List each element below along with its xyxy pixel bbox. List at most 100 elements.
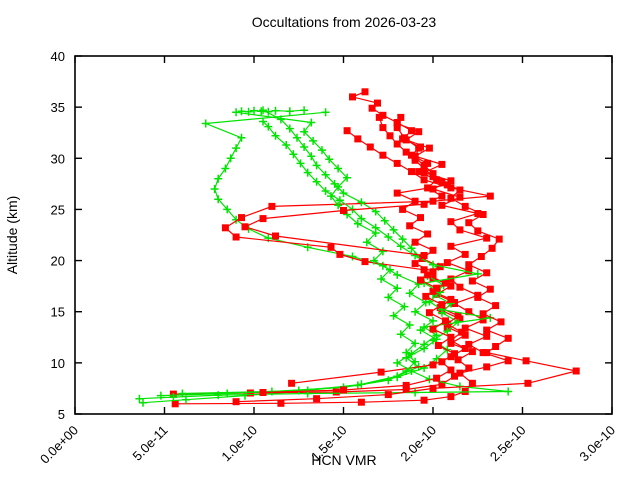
data-point-square (504, 334, 512, 342)
data-point-plus (309, 136, 318, 145)
data-point-square (479, 211, 487, 218)
data-point-square (483, 234, 491, 242)
data-point-square (461, 324, 469, 332)
data-point-square (288, 379, 296, 387)
data-point-square (361, 258, 369, 266)
data-point-square (451, 372, 458, 380)
data-point-square (483, 269, 491, 277)
data-point-square (259, 389, 267, 396)
data-point-square (504, 357, 512, 365)
data-point-square (411, 238, 419, 246)
data-point-plus (214, 195, 223, 204)
data-point-plus (473, 269, 482, 278)
data-point-plus (318, 146, 326, 155)
data-point-square (417, 276, 424, 284)
data-point-plus (396, 330, 405, 339)
data-point-square (497, 318, 505, 326)
y-tick-label: 25 (51, 202, 65, 217)
data-point-square (268, 202, 276, 210)
data-point-plus (429, 260, 437, 269)
data-point-square (399, 135, 407, 143)
data-point-square (465, 261, 473, 269)
data-point-plus (135, 394, 144, 403)
data-point-plus (402, 348, 411, 357)
data-point-plus (411, 339, 420, 348)
data-point-plus (420, 323, 429, 332)
data-point-square (434, 342, 442, 349)
data-point-square (492, 302, 500, 310)
data-point-plus (232, 144, 241, 153)
data-point-square (386, 132, 394, 140)
data-point-square (340, 207, 347, 214)
data-point-plus (369, 256, 378, 265)
data-point-square (438, 178, 446, 186)
data-point-plus (312, 177, 321, 186)
data-point-plus (411, 251, 420, 260)
data-point-square (461, 331, 469, 339)
data-point-square (438, 201, 446, 209)
data-point-square (402, 381, 410, 389)
data-point-plus (285, 124, 294, 133)
data-point-plus (221, 164, 230, 173)
data-point-plus (296, 159, 305, 168)
data-point-square (425, 309, 433, 317)
data-point-plus (384, 376, 393, 385)
data-point-plus (357, 198, 366, 207)
data-point-square (393, 189, 401, 197)
data-point-square (483, 363, 491, 371)
data-point-plus (396, 242, 405, 251)
data-point-plus (267, 387, 276, 396)
data-point-plus (348, 252, 357, 261)
data-point-square (572, 367, 580, 375)
data-point-square (442, 279, 449, 287)
data-point-square (384, 391, 392, 399)
data-point-square (486, 285, 494, 293)
data-point-square (438, 160, 446, 168)
data-point-plus (237, 133, 246, 142)
data-point-plus (307, 118, 316, 127)
data-point-square (456, 283, 464, 291)
data-point-square (415, 128, 423, 136)
data-point-plus (380, 216, 389, 225)
data-point-square (402, 386, 410, 393)
y-tick-label: 40 (51, 49, 65, 64)
data-point-square (495, 235, 503, 243)
data-point-square (406, 222, 414, 230)
x-tick-label: 2.5e-10 (487, 423, 529, 465)
data-point-plus (411, 357, 420, 366)
data-point-square (259, 215, 267, 223)
data-point-square (171, 400, 179, 408)
data-point-plus (334, 182, 343, 191)
x-tick-label: 2.0e-10 (397, 423, 439, 465)
data-point-square (393, 124, 401, 132)
data-point-plus (300, 143, 309, 151)
data-point-plus (411, 307, 420, 316)
data-point-plus (371, 229, 380, 237)
data-point-square (272, 232, 279, 240)
data-point-square (456, 186, 464, 194)
data-point-plus (436, 288, 445, 297)
occultation-green-1-line (142, 111, 438, 404)
data-point-square (408, 168, 415, 176)
data-point-square (468, 277, 476, 285)
x-tick-label: 1.0e-10 (218, 423, 260, 465)
data-point-plus (400, 302, 409, 311)
data-point-square (458, 328, 466, 336)
data-point-square (397, 113, 405, 121)
plot-area: 0.0e+00 5.0e-11 1.0e-10 1.5e-10 2.0e-10 2.5e-… (37, 49, 618, 467)
data-point-plus (443, 327, 452, 336)
data-point-plus (264, 107, 273, 116)
data-point-square (442, 317, 449, 325)
data-point-square (420, 200, 428, 208)
data-point-square (429, 170, 437, 178)
data-point-plus (289, 150, 298, 159)
data-point-plus (420, 364, 429, 372)
data-point-square (433, 176, 441, 184)
data-point-plus (393, 284, 402, 293)
data-point-plus (378, 247, 387, 256)
data-point-plus (312, 161, 321, 170)
data-point-plus (232, 108, 241, 117)
data-point-square (465, 267, 473, 275)
data-point-plus (271, 131, 280, 140)
data-point-square (340, 386, 347, 394)
